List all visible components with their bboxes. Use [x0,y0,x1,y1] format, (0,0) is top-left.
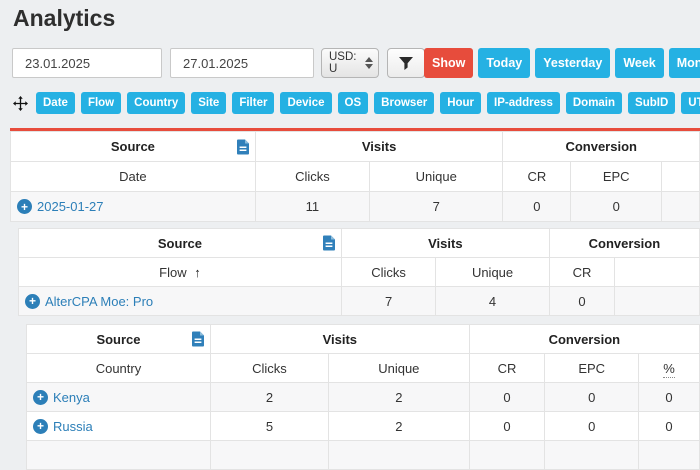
filter-chip-flow[interactable]: Flow [80,92,122,114]
cell-clicks: 11 [254,191,371,222]
report-export-icon[interactable] [191,331,204,347]
group-header-source: Source [18,228,342,258]
column-header-unique[interactable]: Unique [369,161,504,192]
cell-pct: 0 [637,382,700,412]
cell-pct: 0 [637,411,700,441]
flow-row-link[interactable]: AlterCPA Moe: Pro [25,293,153,309]
flow-stats-table: Source Visits Conversion Flow ↑ Clicks U… [18,228,700,316]
column-header-unique[interactable]: Unique [435,257,550,287]
column-header-date[interactable]: Date [10,161,256,192]
column-header-flow[interactable]: Flow ↑ [18,257,342,287]
group-header-conversion: Conversion [548,228,700,258]
column-header-extra [661,161,700,192]
today-button[interactable]: Today [478,48,531,78]
filter-chip-date[interactable]: Date [36,92,75,114]
cell-cr: 0 [548,286,616,316]
cell-epc: 0 [544,411,639,441]
column-header-clicks[interactable]: Clicks [254,161,371,192]
expand-plus-icon[interactable] [25,293,40,309]
sort-asc-icon: ↑ [194,264,201,280]
cell-epc: 0 [544,382,639,412]
cell-unique: 2 [328,411,470,441]
daily-stats-table: Source Visits Conversion Date Clicks Uni… [10,131,700,222]
column-header-cr[interactable]: CR [502,161,572,192]
show-button[interactable]: Show [424,48,474,78]
funnel-icon [399,56,413,70]
table-row: Russia 5 2 0 0 0 [26,411,700,441]
report-dimensions-bar: Date Flow Country Site Filter Device OS … [13,92,700,114]
filter-chip-hour[interactable]: Hour [440,92,482,114]
filter-chip-os[interactable]: OS [337,92,369,114]
month-button[interactable]: Month [668,48,700,78]
country-row-link[interactable]: Russia [33,418,93,434]
filter-chip-browser[interactable]: Browser [374,92,435,114]
currency-select-value: USD: U [329,51,357,75]
column-header-cr[interactable]: CR [548,257,616,287]
filter-chip-ip-address[interactable]: IP-address [487,92,560,114]
drag-move-icon[interactable] [13,95,28,111]
filter-funnel-button[interactable] [387,48,425,78]
table-row: 2025-01-27 11 7 0 0 [10,191,700,222]
page-title: Analytics [13,5,116,31]
group-header-visits: Visits [254,131,504,162]
group-header-visits: Visits [209,324,470,354]
column-header-clicks[interactable]: Clicks [209,353,330,383]
cell-epc: 0 [570,191,663,222]
cell-clicks: 5 [209,411,330,441]
group-header-conversion: Conversion [468,324,700,354]
cell-unique: 7 [369,191,504,222]
table-row [26,440,700,470]
filter-chip-subid[interactable]: SubID [628,92,676,114]
column-header-extra [614,257,700,287]
date-to-input[interactable] [170,48,314,78]
cell-unique: 4 [435,286,550,316]
currency-select[interactable]: USD: U [321,48,379,78]
expand-plus-icon[interactable] [33,418,48,434]
table-row: Kenya 2 2 0 0 0 [26,382,700,412]
accent-divider [10,128,700,131]
cell-clicks: 7 [340,286,437,316]
group-header-conversion: Conversion [502,131,700,162]
column-header-epc[interactable]: EPC [570,161,663,192]
filter-chip-device[interactable]: Device [280,92,332,114]
filter-chip-domain[interactable]: Domain [565,92,623,114]
country-stats-table: Source Visits Conversion Country Clicks … [26,324,700,470]
cell-unique: 2 [328,382,470,412]
filter-chip-utm-source[interactable]: UTM Source [681,92,700,114]
column-header-unique[interactable]: Unique [328,353,470,383]
report-export-icon[interactable] [236,139,249,154]
yesterday-button[interactable]: Yesterday [535,48,611,78]
toolbar-buttons: Show Today Yesterday Week Month [424,48,700,78]
date-from-input[interactable] [12,48,162,78]
expand-plus-icon[interactable] [33,389,48,405]
group-header-source: Source [26,324,211,354]
cell-cr: 0 [502,191,572,222]
filter-chip-site[interactable]: Site [191,92,227,114]
date-row-link[interactable]: 2025-01-27 [17,199,104,215]
cell-clicks: 2 [209,382,330,412]
group-header-visits: Visits [340,228,550,258]
week-button[interactable]: Week [615,48,664,78]
report-export-icon[interactable] [322,235,335,251]
country-row-link[interactable]: Kenya [33,389,90,405]
group-header-source: Source [10,131,256,162]
column-header-cr[interactable]: CR [468,353,546,383]
spinner-arrows-icon [365,57,373,69]
filter-chip-filter[interactable]: Filter [232,92,275,114]
cell-cr: 0 [468,411,546,441]
column-header-clicks[interactable]: Clicks [340,257,437,287]
cell-cr: 0 [468,382,546,412]
column-header-country[interactable]: Country [26,353,211,383]
column-header-epc[interactable]: EPC [544,353,639,383]
expand-plus-icon[interactable] [17,199,32,215]
column-header-pct[interactable]: % [637,353,700,383]
filter-chip-country[interactable]: Country [127,92,186,114]
table-row: AlterCPA Moe: Pro 7 4 0 [18,286,700,316]
